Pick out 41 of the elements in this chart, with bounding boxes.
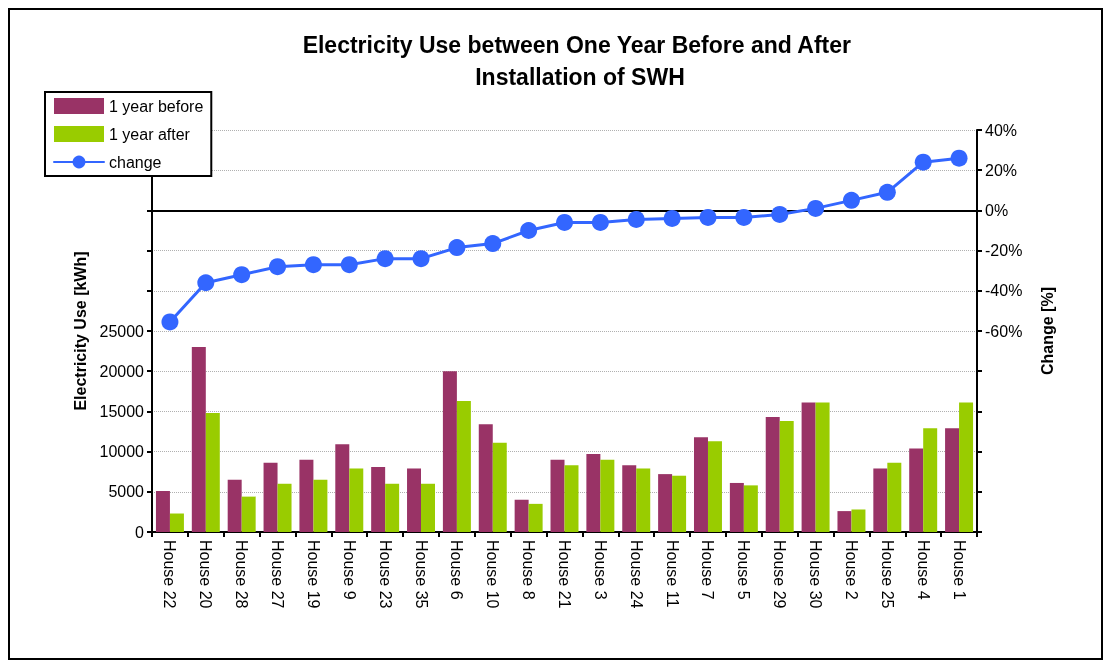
legend-label: 1 year after	[109, 125, 191, 143]
y-tick-label: 10000	[99, 443, 145, 461]
y-tick-label: 25000	[99, 322, 145, 340]
y-axis-title: Electricity Use [kWh]	[72, 251, 90, 411]
y2-tick-label: -20%	[985, 242, 1023, 260]
x-tick-label: House 3	[591, 540, 609, 600]
y2-tick-label: 40%	[985, 121, 1018, 139]
x-tick-label: House 6	[448, 540, 466, 600]
x-tick-label: House 10	[484, 540, 502, 609]
y-tick-label: 0	[135, 523, 145, 541]
y2-tick-label: -60%	[985, 322, 1023, 340]
y2-tick-label: 0%	[985, 201, 1009, 219]
x-tick-label: House 29	[771, 540, 789, 609]
x-tick-label: House 19	[304, 540, 322, 609]
y2-tick-label: 20%	[985, 161, 1018, 179]
x-tick-label: House 28	[233, 540, 251, 609]
chart-title: Electricity Use between One Year Before and After Installation of SWH	[302, 32, 858, 90]
x-tick-label: House 23	[376, 540, 394, 609]
x-tick-label: House 11	[663, 540, 681, 608]
y2-axis-title: Change [%]	[1038, 287, 1056, 375]
y-tick-label: 20000	[99, 362, 145, 380]
legend-label: 1 year before	[109, 97, 204, 115]
x-tick-label: House 24	[627, 540, 645, 609]
x-tick-label: House 7	[699, 540, 717, 600]
y-tick-label: 15000	[99, 402, 145, 420]
x-tick-label: House 22	[161, 540, 179, 609]
x-tick-label: House 9	[340, 540, 358, 600]
x-tick-label: House 21	[556, 540, 573, 609]
x-tick-label: House 35	[412, 540, 430, 609]
x-tick-label: House 8	[520, 540, 538, 600]
y-tick-label: 5000	[108, 483, 145, 501]
x-tick-label: House 1	[950, 540, 968, 600]
x-tick-label: House 20	[197, 540, 215, 609]
x-tick-label: House 5	[735, 540, 753, 600]
y2-tick-label: -40%	[985, 282, 1023, 300]
x-tick-label: House 25	[878, 540, 896, 609]
x-tick-label: House 4	[914, 540, 932, 600]
x-tick-label: House 2	[842, 540, 860, 600]
x-tick-label: House 30	[807, 540, 825, 609]
legend-label: change	[109, 153, 162, 171]
x-tick-label: House 27	[269, 540, 287, 609]
